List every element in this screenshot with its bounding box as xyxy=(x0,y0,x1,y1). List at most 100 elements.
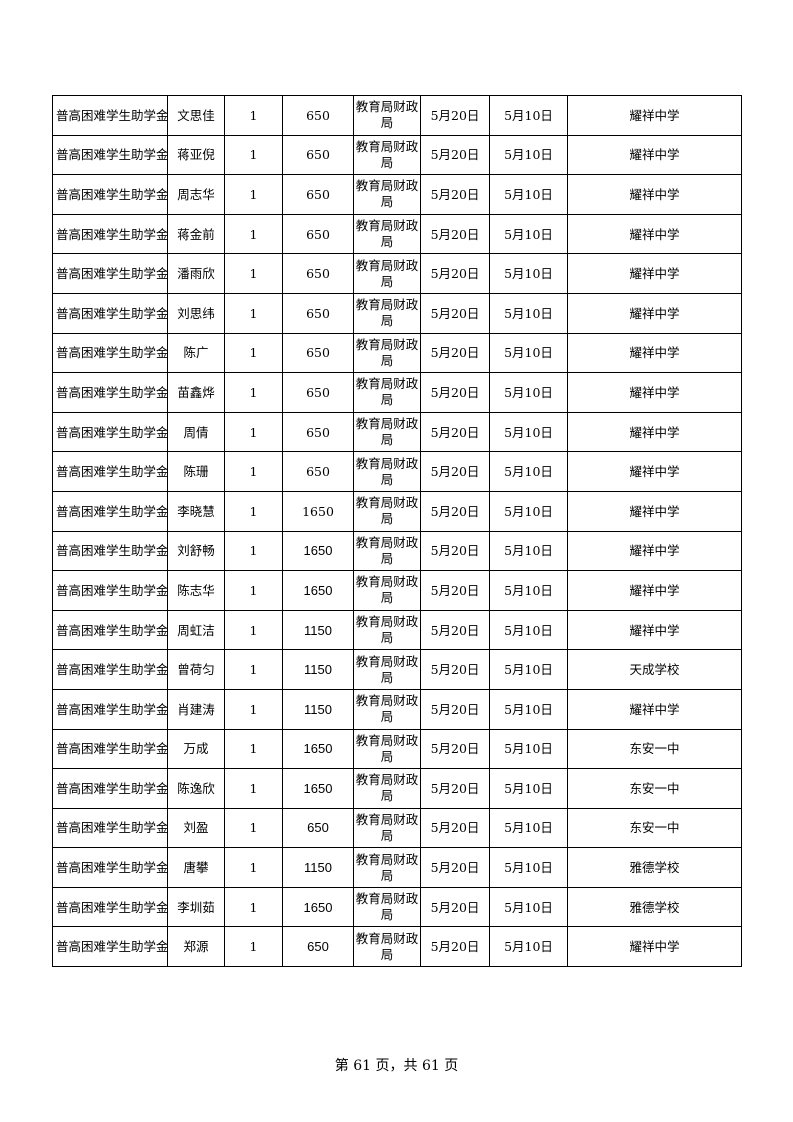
cell-item-text: 普高困难学生助学金 xyxy=(56,741,167,757)
cell-date2: 5月10日 xyxy=(489,372,568,413)
cell-item-text: 普高困难学生助学金 xyxy=(56,662,167,678)
cell-count: 1 xyxy=(224,847,283,888)
cell-school: 耀祥中学 xyxy=(567,253,742,294)
table-row: 普高困难学生助学金 潘雨欣 1 650 教育局财政局 5月20日 5月10日 耀祥中学 xyxy=(52,253,742,294)
cell-school: 耀祥中学 xyxy=(567,926,742,968)
cell-dept: 教育局财政局 xyxy=(353,253,421,294)
cell-dept: 教育局财政局 xyxy=(353,134,421,176)
cell-count: 1 xyxy=(224,332,283,374)
cell-dept: 教育局财政局 xyxy=(353,807,421,849)
cell-dept: 教育局财政局 xyxy=(353,688,421,730)
cell-name: 周虹洁 xyxy=(167,609,225,651)
cell-item: 普高困难学生助学金 xyxy=(52,253,168,294)
table-row: 普高困难学生助学金 周倩 1 650 教育局财政局 5月20日 5月10日 耀祥中学 xyxy=(52,411,742,453)
cell-date1: 5月20日 xyxy=(420,926,490,968)
cell-amount: 1650 xyxy=(282,490,354,532)
cell-item-text: 普高困难学生助学金 xyxy=(56,820,167,836)
cell-school: 耀祥中学 xyxy=(567,95,742,136)
cell-date1: 5月20日 xyxy=(420,688,490,730)
cell-name: 李晓慧 xyxy=(167,490,225,532)
cell-dept: 教育局财政局 xyxy=(353,847,421,888)
cell-count: 1 xyxy=(224,213,283,255)
cell-school: 耀祥中学 xyxy=(567,213,742,255)
cell-date1: 5月20日 xyxy=(420,134,490,176)
cell-school: 雅德学校 xyxy=(567,847,742,888)
cell-item: 普高困难学生助学金 xyxy=(52,490,168,532)
cell-name: 苗鑫烨 xyxy=(167,372,225,413)
cell-item-text: 普高困难学生助学金 xyxy=(56,226,167,242)
cell-amount: 650 xyxy=(282,213,354,255)
cell-item-text: 普高困难学生助学金 xyxy=(56,503,167,519)
cell-item-text: 普高困难学生助学金 xyxy=(56,147,167,163)
cell-item: 普高困难学生助学金 xyxy=(52,926,168,968)
cell-school: 耀祥中学 xyxy=(567,451,742,492)
cell-dept: 教育局财政局 xyxy=(353,926,421,968)
cell-date2: 5月10日 xyxy=(489,768,568,809)
cell-name: 郑源 xyxy=(167,926,225,968)
cell-amount: 650 xyxy=(282,372,354,413)
cell-item-text: 普高困难学生助学金 xyxy=(56,780,167,796)
cell-dept: 教育局财政局 xyxy=(353,649,421,690)
cell-item-text: 普高困难学生助学金 xyxy=(56,582,167,598)
cell-school: 耀祥中学 xyxy=(567,609,742,651)
cell-amount: 1650 xyxy=(282,530,354,572)
cell-name: 陈广 xyxy=(167,332,225,374)
cell-amount: 650 xyxy=(282,174,354,215)
table-row: 普高困难学生助学金 曾荷匀 1 1150 教育局财政局 5月20日 5月10日 天成学校 xyxy=(52,649,742,690)
cell-amount: 1650 xyxy=(282,570,354,611)
cell-dept: 教育局财政局 xyxy=(353,609,421,651)
cell-dept: 教育局财政局 xyxy=(353,768,421,809)
table-row: 普高困难学生助学金 万成 1 1650 教育局财政局 5月20日 5月10日 东安一中 xyxy=(52,728,742,770)
cell-date2: 5月10日 xyxy=(489,609,568,651)
cell-item-text: 普高困难学生助学金 xyxy=(56,622,167,638)
cell-count: 1 xyxy=(224,768,283,809)
cell-school: 耀祥中学 xyxy=(567,292,742,334)
cell-count: 1 xyxy=(224,649,283,690)
cell-date2: 5月10日 xyxy=(489,411,568,453)
page-number: 第 61 页，共 61 页 xyxy=(334,1058,459,1074)
cell-name: 周志华 xyxy=(167,174,225,215)
cell-dept: 教育局财政局 xyxy=(353,451,421,492)
cell-school: 天成学校 xyxy=(567,649,742,690)
cell-name: 蒋亚倪 xyxy=(167,134,225,176)
cell-amount: 1650 xyxy=(282,768,354,809)
cell-date2: 5月10日 xyxy=(489,530,568,572)
cell-item: 普高困难学生助学金 xyxy=(52,649,168,690)
table-row: 普高困难学生助学金 肖建涛 1 1150 教育局财政局 5月20日 5月10日 耀祥中学 xyxy=(52,688,742,730)
cell-item-text: 普高困难学生助学金 xyxy=(56,860,167,876)
cell-item: 普高困难学生助学金 xyxy=(52,332,168,374)
cell-date2: 5月10日 xyxy=(489,95,568,136)
table-row: 普高困难学生助学金 郑源 1 650 教育局财政局 5月20日 5月10日 耀祥中学 xyxy=(52,926,742,968)
cell-name: 唐攀 xyxy=(167,847,225,888)
cell-amount: 1150 xyxy=(282,649,354,690)
cell-name: 潘雨欣 xyxy=(167,253,225,294)
cell-count: 1 xyxy=(224,609,283,651)
cell-item-text: 普高困难学生助学金 xyxy=(56,266,167,282)
cell-school: 耀祥中学 xyxy=(567,332,742,374)
cell-name: 李圳茹 xyxy=(167,886,225,928)
table-row: 普高困难学生助学金 陈广 1 650 教育局财政局 5月20日 5月10日 耀祥中学 xyxy=(52,332,742,374)
cell-amount: 650 xyxy=(282,95,354,136)
cell-date2: 5月10日 xyxy=(489,728,568,770)
cell-count: 1 xyxy=(224,570,283,611)
cell-date1: 5月20日 xyxy=(420,490,490,532)
cell-amount: 1150 xyxy=(282,609,354,651)
cell-school: 耀祥中学 xyxy=(567,490,742,532)
cell-item-text: 普高困难学生助学金 xyxy=(56,384,167,400)
cell-name: 蒋金前 xyxy=(167,213,225,255)
table-row: 普高困难学生助学金 唐攀 1 1150 教育局财政局 5月20日 5月10日 雅德学校 xyxy=(52,847,742,888)
table-row: 普高困难学生助学金 周志华 1 650 教育局财政局 5月20日 5月10日 耀祥中学 xyxy=(52,174,742,215)
cell-date2: 5月10日 xyxy=(489,847,568,888)
table-row: 普高困难学生助学金 文思佳 1 650 教育局财政局 5月20日 5月10日 耀祥中学 xyxy=(52,95,742,136)
cell-dept: 教育局财政局 xyxy=(353,174,421,215)
cell-name: 陈志华 xyxy=(167,570,225,611)
cell-item: 普高困难学生助学金 xyxy=(52,174,168,215)
cell-date1: 5月20日 xyxy=(420,847,490,888)
cell-date1: 5月20日 xyxy=(420,649,490,690)
cell-dept: 教育局财政局 xyxy=(353,213,421,255)
cell-count: 1 xyxy=(224,530,283,572)
cell-date1: 5月20日 xyxy=(420,609,490,651)
cell-item: 普高困难学生助学金 xyxy=(52,134,168,176)
cell-item: 普高困难学生助学金 xyxy=(52,886,168,928)
cell-amount: 650 xyxy=(282,451,354,492)
